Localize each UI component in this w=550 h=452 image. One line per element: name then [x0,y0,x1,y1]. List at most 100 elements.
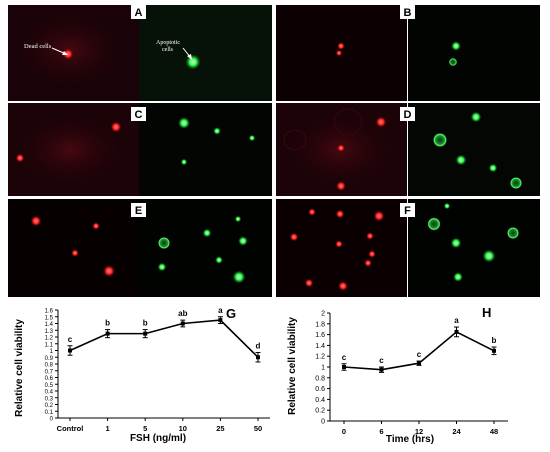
y-tick-label: 2 [321,311,325,318]
apoptotic-cell [238,236,248,246]
panel-F-green [408,199,540,297]
y-tick-label: 0.3 [45,396,54,402]
panel-C-green [139,103,272,196]
significance-label: b [105,319,110,328]
chart-H-xlabel: Time (hrs) [386,434,434,445]
panel-letter-D: D [404,109,412,121]
y-tick-label: 0.2 [45,403,54,409]
x-tick-label: 1 [106,424,110,433]
y-tick-label: 0.1 [45,410,54,416]
annotation-dead-cells: Dead cells [24,43,52,50]
y-tick-label: 1.2 [45,336,54,342]
x-tick-label: 12 [415,427,423,436]
apoptotic-cell [213,127,221,135]
y-tick-label: 0.2 [315,408,325,415]
chart-H-plot: 0 0.2 0.4 0.6 0.8 1 1.2 1.4 1.6 1.8 2 c 0 c 6 c 12 a 24 b 48 [315,311,508,436]
y-tick-label: 0 [321,419,325,426]
y-tick-label: 0.4 [315,397,325,404]
apoptotic-cell [181,159,187,165]
y-tick-label: 0.9 [45,356,54,362]
chart-H-panel-letter: H [482,305,491,320]
y-tick-label: 1.4 [45,322,54,328]
panel-E-green [139,199,272,297]
dead-cell [335,240,343,248]
apoptotic-cell [158,237,170,249]
y-tick-label: 0 [50,417,54,423]
dead-cell [337,144,345,152]
x-tick-label: 6 [379,427,383,436]
y-tick-label: 0.5 [45,383,54,389]
significance-label: c [379,356,384,365]
significance-label: b [143,319,148,328]
data-point [342,365,346,369]
dead-cell [336,50,342,56]
dead-cell [71,249,79,257]
apoptotic-cell [451,238,461,248]
y-tick-label: 0.8 [315,375,325,382]
y-tick-label: 0.6 [45,376,54,382]
panel-letter-E: E [135,205,142,217]
dead-cell [364,259,372,267]
chart-G-ylabel: Relative cell viability [14,319,25,417]
y-tick-label: 1.6 [315,332,325,339]
significance-label: c [68,335,73,344]
data-point [492,348,496,353]
significance-label: ab [178,309,187,318]
dead-cell [336,181,346,191]
apoptotic-cell [215,256,223,264]
x-tick-label: 50 [254,424,262,433]
y-tick-label: 1 [50,349,54,355]
data-line [69,319,259,358]
y-tick-label: 1.2 [315,354,325,361]
y-tick-label: 1 [321,365,325,372]
x-tick-label: 0 [342,427,346,436]
dead-cell [308,208,316,216]
dead-cell [376,117,386,127]
y-tick-label: 0.8 [45,363,54,369]
dead-cell [16,154,24,162]
panel-letters: A B C D E F [131,5,415,217]
chart-G: G 00.10.20.30.40.50.60.70.80.911.11.21.3… [0,300,274,452]
chart-H: H 0 0.2 0.4 0.6 0.8 1 1.2 1.4 1.6 1.8 2 c 0 c 6 c 12 a 24 b… [287,305,508,445]
cell-layer [16,41,522,291]
data-point [180,321,185,326]
panel-E-red [8,199,139,297]
dead-cell [92,222,100,230]
panel-B-green [408,5,540,101]
y-tick-label: 0.6 [315,386,325,393]
apoptotic-cell [451,41,461,51]
apoptotic-cell [444,203,450,209]
apoptotic-cell [453,272,463,282]
data-point [256,355,260,360]
data-point [218,318,223,323]
apoptotic-cell [483,250,495,262]
significance-label: b [492,336,497,345]
y-tick-label: 0.4 [45,390,54,396]
annotation-apoptotic-cells: Apoptotic cells [156,40,182,53]
x-tick-label: 48 [490,427,498,436]
y-tick-label: 1.4 [315,343,325,350]
chart-G-xlabel: FSH (ng/ml) [130,433,186,444]
dead-cell [290,233,298,241]
panel-letter-C: C [135,109,143,121]
y-tick-label: 1.8 [315,321,325,328]
x-tick-label: 10 [179,424,187,433]
apoptotic-cell [456,155,466,165]
panel-A-annotations: Dead cells Apoptotic cells [24,40,192,60]
significance-label: d [256,342,261,351]
panel-letter-B: B [404,7,412,19]
dead-cell [338,281,348,291]
significance-label: a [454,316,459,325]
apoptotic-cell [233,271,245,283]
x-tick-label: 24 [452,427,461,436]
dead-cell [111,122,121,132]
dead-cell [336,210,344,218]
dead-cell [368,250,376,258]
dead-cell [374,211,384,221]
y-tick-label: 1.1 [45,342,54,348]
panel-letter-F: F [404,205,411,217]
panel-letter-A: A [135,7,143,19]
x-tick-label: 5 [143,424,147,433]
data-point [105,331,110,336]
